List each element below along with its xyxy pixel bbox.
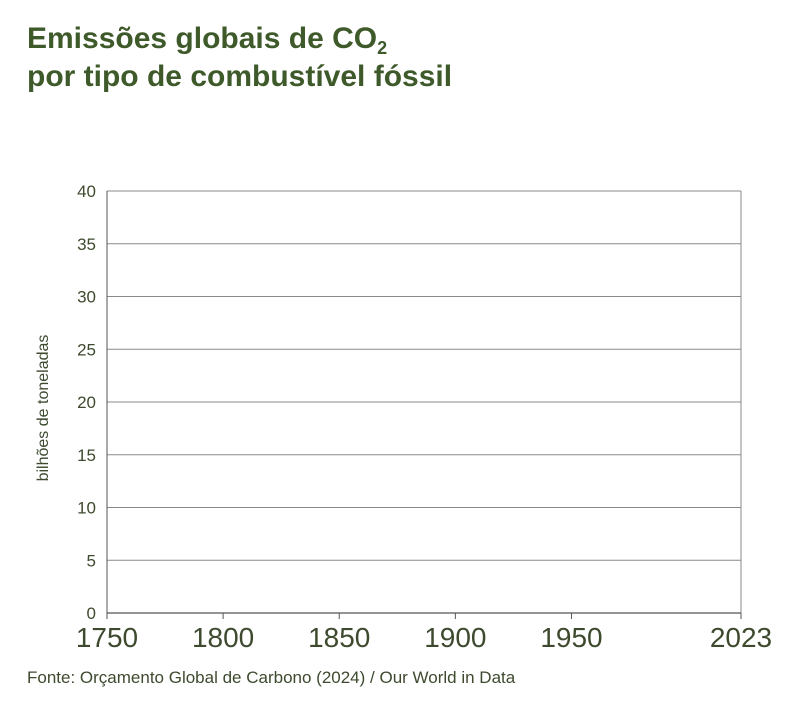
y-tick-label-35: 35	[77, 235, 96, 254]
x-tick-label-1900: 1900	[424, 622, 486, 653]
source-note: Fonte: Orçamento Global de Carbono (2024…	[27, 668, 516, 687]
y-tick-label-20: 20	[77, 393, 96, 412]
y-tick-label-15: 15	[77, 446, 96, 465]
y-tick-label-30: 30	[77, 288, 96, 307]
x-tick-label-1800: 1800	[192, 622, 254, 653]
y-tick-label-10: 10	[77, 499, 96, 518]
y-tick-label-0: 0	[87, 604, 96, 623]
chart-title-subscript: 2	[377, 38, 388, 58]
x-tick-label-2023: 2023	[710, 622, 772, 653]
x-tick-label-1850: 1850	[308, 622, 370, 653]
y-tick-label-25: 25	[77, 340, 96, 359]
y-axis-label: bilhões de toneladas	[35, 335, 52, 482]
x-tick-label-1950: 1950	[540, 622, 602, 653]
chart-title-main: Emissões globais de CO	[27, 22, 378, 55]
gridlines	[107, 190, 741, 561]
x-axis-tick-labels: 1750 1800 1850 1900 1950 2023	[76, 613, 772, 653]
chart-title: Emissões globais de CO2 por tipo de comb…	[27, 20, 452, 96]
y-tick-label-5: 5	[87, 551, 96, 570]
chart-title-line-1: Emissões globais de CO2	[27, 20, 452, 58]
y-tick-label-40: 40	[77, 182, 96, 201]
x-tick-label-1750: 1750	[76, 622, 138, 653]
chart-title-line-2: por tipo de combustível fóssil	[27, 60, 453, 93]
y-axis-tick-labels: 0 5 10 15 20 25 30 35 40	[77, 182, 96, 623]
plot-frame	[106, 191, 742, 614]
